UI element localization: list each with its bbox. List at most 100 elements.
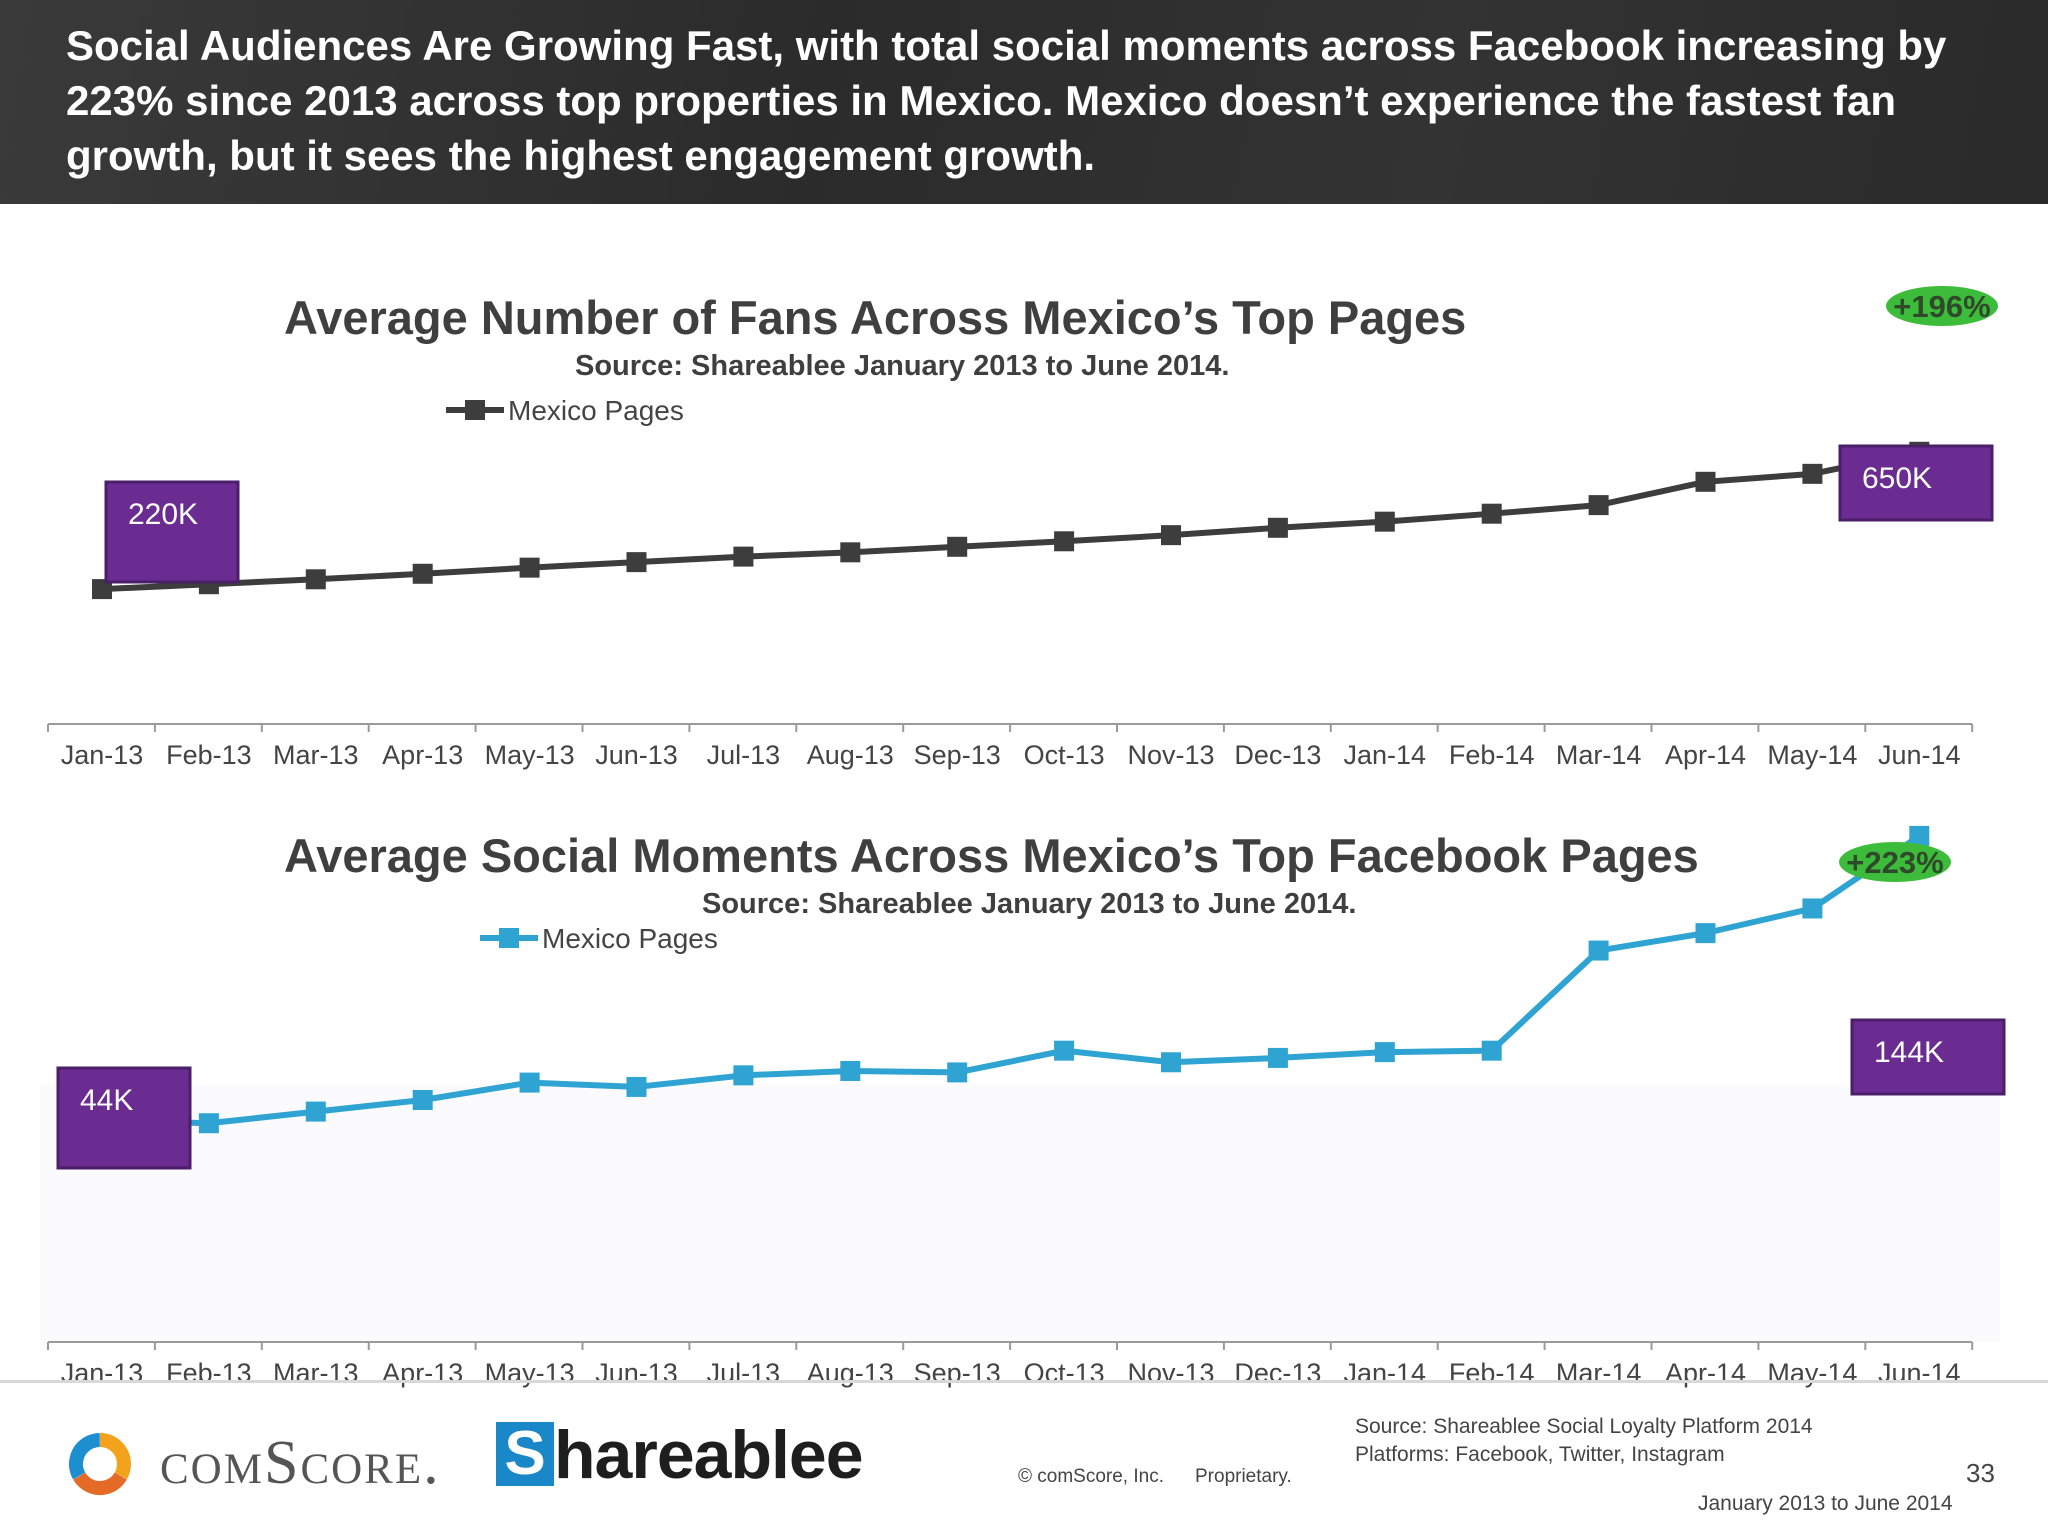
chart2-data-point	[305, 1101, 326, 1122]
copyright-text: © comScore, Inc.	[1018, 1466, 1164, 1487]
chart2-x-tick-label: Apr-14	[1665, 1358, 1746, 1388]
chart1-x-tick-label: Mar-13	[273, 740, 359, 770]
chart2-data-point	[1695, 923, 1716, 944]
chart1-x-tick-label: Jan-14	[1344, 740, 1427, 770]
chart2-data-point	[1909, 825, 1930, 846]
chart1-fans-line-chart: Jan-13 Feb-13 Mar-13 Apr-13 May-13 Jun-13 Jul-…	[47, 286, 1998, 770]
chart1-start-value-label-box	[104, 480, 240, 584]
chart1-x-tick-label: May-14	[1767, 740, 1857, 770]
chart2-subtitle: Source: Shareablee January 2013 to June …	[702, 888, 1357, 920]
chart2-data-point	[1588, 940, 1609, 961]
chart2-x-tick-label: Mar-13	[273, 1358, 359, 1388]
chart2-end-value-label: 144K	[1874, 1036, 1944, 1069]
chart2-x-tick-label: Jun-14	[1878, 1358, 1961, 1388]
chart2-x-tick-label: Aug-13	[807, 1358, 894, 1388]
chart1-x-tick-label: Mar-14	[1556, 740, 1642, 770]
chart1-growth-badge-label: +196%	[1893, 289, 1990, 324]
chart1-series-line	[101, 448, 1920, 593]
chart2-x-tick-label: May-13	[485, 1358, 575, 1388]
chart1-growth-badge	[1886, 286, 1998, 326]
chart1-start-value-label: 220K	[128, 498, 198, 531]
chart2-series-line	[101, 833, 1921, 1127]
chart2-data-point	[519, 1072, 540, 1093]
chart1-data-point	[626, 552, 647, 573]
chart1-title: Average Number of Fans Across Mexico’s T…	[284, 291, 1467, 344]
chart1-data-point	[1054, 531, 1075, 552]
chart1-x-tick-label: Oct-13	[1024, 740, 1105, 770]
chart2-x-tick-label: Apr-13	[382, 1358, 463, 1388]
chart1-subtitle: Source: Shareablee January 2013 to June …	[575, 350, 1230, 382]
chart1-x-tick-label: Feb-13	[166, 740, 252, 770]
chart2-legend-marker	[499, 928, 519, 948]
footer-source-line2: Platforms: Facebook, Twitter, Instagram	[1355, 1443, 1725, 1466]
chart2-data-point	[733, 1065, 754, 1086]
chart1-legend-label: Mexico Pages	[508, 395, 684, 426]
chart1-x-tick-label: Aug-13	[807, 740, 894, 770]
chart2-x-tick-label: Feb-13	[166, 1358, 252, 1388]
chart2-data-point	[1161, 1052, 1181, 1073]
chart1-data-point	[733, 546, 754, 567]
chart2-data-point	[1267, 1047, 1288, 1068]
chart1-x-tick-label: Apr-14	[1665, 740, 1746, 770]
chart2-x-tick-label: Jan-13	[61, 1358, 144, 1388]
footer-source-line1: Source: Shareablee Social Loyalty Platfo…	[1355, 1415, 1813, 1438]
chart2-x-tick-label: Dec-13	[1234, 1358, 1321, 1388]
chart1-data-point	[412, 563, 433, 584]
chart1-data-point	[947, 536, 968, 557]
chart1-data-point	[840, 542, 861, 563]
chart1-x-tick-label: May-13	[485, 740, 575, 770]
chart2-x-tick-label: Nov-13	[1127, 1358, 1214, 1388]
chart2-data-point	[1374, 1042, 1395, 1063]
chart1-data-point	[519, 557, 540, 578]
chart2-legend-label: Mexico Pages	[542, 923, 718, 954]
chart1-data-point	[1695, 471, 1716, 492]
chart1-x-tick-label: Dec-13	[1234, 740, 1321, 770]
chart1-x-tick-label: Jul-13	[707, 740, 781, 770]
header-banner: Social Audiences Are Growing Fast, with …	[0, 0, 2048, 204]
chart1-data-point	[1481, 503, 1502, 524]
chart2-growth-badge-label: +223%	[1846, 845, 1943, 880]
chart1-x-tick-label: Nov-13	[1127, 740, 1214, 770]
chart2-social-moments-line-chart: Jan-13 Feb-13 Mar-13 Apr-13 May-13 Jun-13 Jul-…	[40, 825, 2006, 1388]
chart1-x-tick-label: Sep-13	[914, 740, 1001, 770]
chart2-growth-badge	[1839, 842, 1951, 882]
chart1-end-value-label-box	[1838, 444, 1994, 522]
chart1-data-point	[92, 579, 112, 600]
chart2-x-tick-label: Jul-13	[707, 1358, 781, 1388]
charts-area: Average Number of Fans Across Mexico’s T…	[0, 204, 2048, 1394]
chart2-data-point	[198, 1113, 219, 1134]
chart2-data-point	[412, 1090, 433, 1110]
chart1-x-tick-label: Jun-13	[595, 740, 678, 770]
chart1-x-tick-label: Apr-13	[382, 740, 463, 770]
chart2-data-point	[840, 1060, 861, 1081]
chart1-end-value-label: 650K	[1862, 462, 1932, 495]
chart2-data-point	[947, 1062, 968, 1083]
chart2-start-value-label: 44K	[80, 1084, 133, 1117]
chart1-data-point	[1267, 517, 1288, 538]
chart2-data-point	[626, 1076, 647, 1097]
shareablee-logo-mark: S	[496, 1422, 554, 1486]
comscore-logo-text: comScore.	[160, 1429, 441, 1497]
page-number: 33	[1966, 1458, 1995, 1488]
chart2-data-point	[1481, 1040, 1502, 1061]
chart1-data-point	[1161, 525, 1181, 546]
chart2-data-point	[1054, 1040, 1075, 1061]
chart2-title: Average Social Moments Across Mexico’s T…	[284, 829, 1699, 882]
chart2-x-tick-label: May-14	[1767, 1358, 1857, 1388]
footer-divider	[0, 1380, 2048, 1383]
comscore-logo-icon	[69, 1433, 131, 1495]
chart2-end-value-label-box	[1850, 1018, 2006, 1096]
chart1-data-point	[305, 569, 326, 590]
chart2-x-tick-label: Oct-13	[1024, 1358, 1105, 1388]
chart2-x-tick-label: Mar-14	[1556, 1358, 1642, 1388]
chart1-x-tick-label: Jan-13	[61, 740, 144, 770]
chart1-data-point	[1374, 511, 1395, 532]
chart1-data-point	[1588, 495, 1609, 516]
slide-title: Social Audiences Are Growing Fast, with …	[66, 22, 1947, 179]
chart2-x-tick-label: Jun-13	[595, 1358, 678, 1388]
chart1-data-point	[1802, 463, 1823, 484]
chart1-legend-marker	[465, 400, 485, 420]
proprietary-text: Proprietary.	[1195, 1466, 1292, 1487]
chart2-x-tick-label: Sep-13	[914, 1358, 1001, 1388]
chart2-start-value-label-box	[56, 1066, 192, 1170]
